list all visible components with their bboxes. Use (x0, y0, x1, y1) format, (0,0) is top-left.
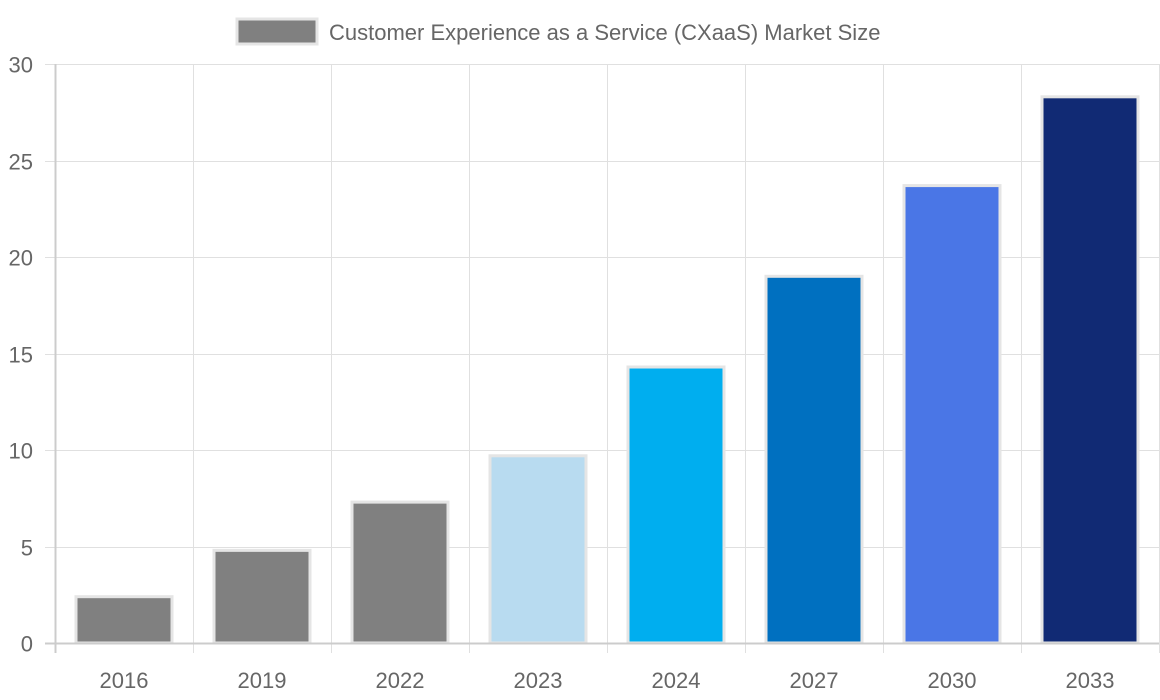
x-tick-label: 2033 (1066, 668, 1115, 693)
bar-2030[interactable] (902, 184, 1002, 645)
x-axis: 2016 2019 2022 2023 2024 2027 2030 2033 (100, 668, 1115, 693)
x-tick-label: 2019 (238, 668, 287, 693)
legend-swatch[interactable] (235, 17, 319, 46)
bars (55, 95, 1159, 645)
legend-label[interactable]: Customer Experience as a Service (CXaaS)… (329, 20, 880, 45)
y-axis: 0 5 10 15 20 25 30 (9, 53, 33, 657)
x-tick-label: 2022 (376, 668, 425, 693)
y-tick-label: 20 (9, 246, 33, 271)
bar-2019[interactable] (212, 548, 312, 645)
y-tick-label: 0 (21, 632, 33, 657)
x-tick-label: 2023 (514, 668, 563, 693)
x-tick-label: 2016 (100, 668, 149, 693)
bar-2024[interactable] (626, 365, 726, 645)
bar-2016[interactable] (74, 595, 174, 645)
y-tick-label: 30 (9, 53, 33, 78)
y-tick-label: 5 (21, 536, 33, 561)
bar-2023[interactable] (488, 454, 588, 645)
legend[interactable]: Customer Experience as a Service (CXaaS)… (235, 17, 880, 46)
y-tick-label: 25 (9, 150, 33, 175)
bar-2022[interactable] (350, 500, 450, 645)
x-tick-label: 2027 (790, 668, 839, 693)
grid (45, 64, 1160, 653)
bar-2033[interactable] (1040, 95, 1140, 645)
x-tick-label: 2030 (928, 668, 977, 693)
bar-2027[interactable] (764, 274, 864, 645)
y-tick-label: 10 (9, 439, 33, 464)
x-tick-label: 2024 (652, 668, 701, 693)
y-tick-label: 15 (9, 343, 33, 368)
